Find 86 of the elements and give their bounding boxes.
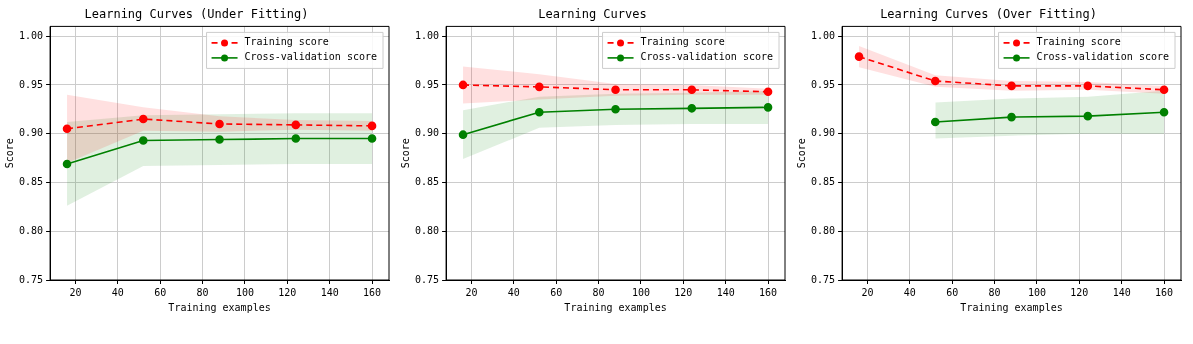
y-tick-label: 0.85 <box>414 176 440 188</box>
x-tick-label: 80 <box>988 286 1001 298</box>
x-tick-label: 100 <box>631 286 650 298</box>
point <box>1083 111 1093 121</box>
point <box>367 121 377 131</box>
x-tick-label: 140 <box>716 286 735 298</box>
y-tick-label: 0.95 <box>18 78 44 90</box>
x-axis-title: Training examples <box>564 301 667 313</box>
point <box>1159 85 1169 95</box>
y-tick-label: 0.75 <box>18 273 44 285</box>
point <box>62 124 72 134</box>
point <box>1159 107 1169 117</box>
x-tick-label: 100 <box>235 286 254 298</box>
x-tick-label: 80 <box>592 286 605 298</box>
point <box>367 134 377 143</box>
x-tick-label: 60 <box>946 286 959 298</box>
legend-label: Cross-validation score <box>640 51 773 63</box>
point <box>1007 112 1016 122</box>
point <box>930 117 940 127</box>
point <box>1083 81 1093 91</box>
x-tick-label: 100 <box>1027 286 1046 298</box>
x-tick-label: 60 <box>154 286 167 298</box>
y-tick-label: 0.95 <box>414 78 440 90</box>
point <box>687 104 697 113</box>
legend-label: Training score <box>244 36 329 48</box>
x-tick-label: 40 <box>903 286 916 298</box>
y-tick-label: 1.00 <box>18 29 44 41</box>
y-tick-label: 0.85 <box>18 176 44 188</box>
x-tick-label: 60 <box>550 286 563 298</box>
point <box>291 134 301 143</box>
x-tick-label: 120 <box>278 286 297 298</box>
x-axis-title: Training examples <box>168 301 271 313</box>
x-tick-label: 160 <box>1155 286 1174 298</box>
x-tick-label: 120 <box>1070 286 1089 298</box>
point <box>687 85 697 95</box>
x-tick-label: 20 <box>465 286 478 298</box>
point <box>534 82 544 92</box>
point <box>611 105 620 114</box>
x-tick-label: 20 <box>69 286 82 298</box>
x-tick-label: 40 <box>507 286 520 298</box>
point <box>138 114 148 124</box>
point <box>534 107 544 117</box>
point <box>215 119 224 129</box>
legend-label: Training score <box>640 36 725 48</box>
y-tick-label: 1.00 <box>414 29 440 41</box>
y-tick-label: 0.95 <box>810 78 836 90</box>
point <box>854 52 864 61</box>
x-tick-label: 20 <box>861 286 874 298</box>
point <box>215 135 224 144</box>
point <box>458 130 468 139</box>
x-tick-label: 80 <box>196 286 209 298</box>
y-axis-title: Score <box>399 138 411 169</box>
legend-label: Cross-validation score <box>1036 51 1169 63</box>
point <box>291 120 301 130</box>
y-tick-label: 0.75 <box>810 273 836 285</box>
y-tick-label: 0.75 <box>414 273 440 285</box>
point <box>611 85 620 95</box>
point <box>930 76 940 86</box>
y-tick-label: 1.00 <box>810 29 836 41</box>
point <box>1007 81 1016 91</box>
x-tick-label: 160 <box>759 286 778 298</box>
y-tick-label: 0.90 <box>414 127 440 139</box>
point <box>458 80 468 90</box>
x-tick-label: 140 <box>320 286 339 298</box>
chart-title: Learning Curves (Under Fitting) <box>84 7 309 22</box>
point <box>62 159 72 169</box>
x-tick-label: 120 <box>674 286 693 298</box>
x-tick-label: 160 <box>363 286 382 298</box>
y-axis-title: Score <box>3 138 15 169</box>
y-tick-label: 0.90 <box>18 127 44 139</box>
y-tick-label: 0.80 <box>414 224 440 236</box>
point <box>763 87 773 97</box>
legend-label: Cross-validation score <box>244 51 377 63</box>
chart-title: Learning Curves <box>538 7 647 22</box>
x-tick-label: 40 <box>111 286 124 298</box>
point <box>763 103 773 112</box>
point <box>138 136 148 145</box>
y-tick-label: 0.85 <box>810 176 836 188</box>
y-tick-label: 0.80 <box>810 224 836 236</box>
x-axis-title: Training examples <box>960 301 1063 313</box>
y-tick-label: 0.90 <box>810 127 836 139</box>
y-tick-label: 0.80 <box>18 224 44 236</box>
chart-title: Learning Curves (Over Fitting) <box>880 7 1097 22</box>
y-axis-title: Score <box>795 138 807 169</box>
x-tick-label: 140 <box>1112 286 1131 298</box>
legend-label: Training score <box>1036 36 1121 48</box>
